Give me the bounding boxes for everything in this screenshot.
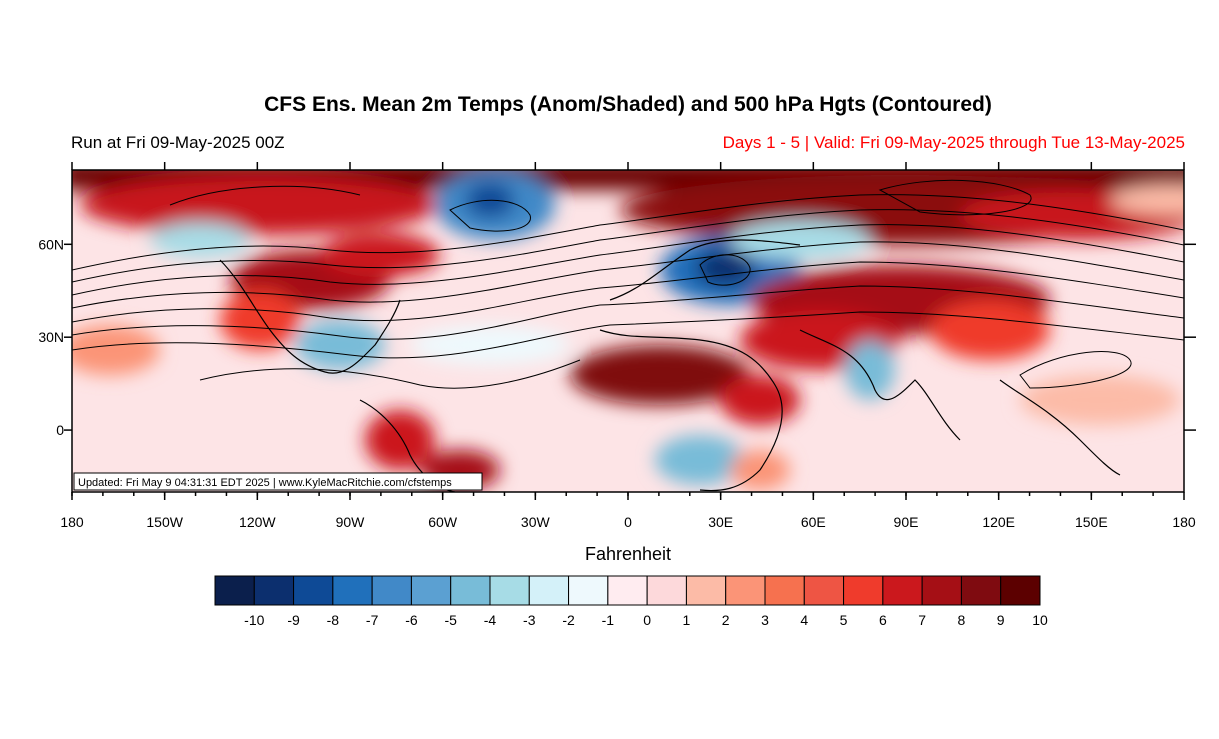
colorbar-swatch bbox=[214, 575, 255, 606]
colorbar-swatch bbox=[528, 575, 570, 606]
axis-tick-labels: 180 150W 120W 90W 60W 30W 0 30E 60E 90E 120E 150E 18… bbox=[38, 236, 1196, 530]
colorbar-label: 8 bbox=[957, 612, 966, 628]
x-tick-label: 120W bbox=[239, 514, 276, 530]
colorbar-swatch bbox=[489, 575, 530, 606]
colorbar-swatch bbox=[410, 575, 452, 606]
colorbar-swatch bbox=[921, 575, 962, 606]
updated-label: Updated: Fri May 9 04:31:31 EDT 2025 | w… bbox=[78, 477, 452, 489]
colorbar-swatch bbox=[568, 575, 609, 606]
colorbar-label: -9 bbox=[287, 612, 300, 628]
colorbar-label: -10 bbox=[244, 612, 265, 628]
colorbar-swatch bbox=[293, 575, 334, 606]
x-tick-label: 90W bbox=[336, 514, 366, 530]
colorbar-label: -3 bbox=[523, 612, 536, 628]
colorbar-label: 2 bbox=[721, 612, 730, 628]
colorbar-swatch bbox=[960, 575, 1002, 606]
colorbar-label: -5 bbox=[444, 612, 457, 628]
colorbar-swatch bbox=[332, 575, 373, 606]
colorbar-label: 7 bbox=[918, 612, 927, 628]
colorbar-label: 9 bbox=[996, 612, 1005, 628]
colorbar-swatch bbox=[725, 575, 766, 606]
colorbar-swatch bbox=[685, 575, 727, 606]
colorbar-swatch bbox=[1000, 575, 1041, 606]
colorbar-swatch bbox=[607, 575, 648, 606]
colorbar-swatch bbox=[371, 575, 412, 606]
colorbar-label: 5 bbox=[839, 612, 848, 628]
x-tick-label: 150W bbox=[146, 514, 183, 530]
run-label: Run at Fri 09-May-2025 00Z bbox=[71, 133, 285, 152]
colorbar-swatch bbox=[646, 575, 687, 606]
colorbar-label: 3 bbox=[761, 612, 769, 628]
colorbar-label: -6 bbox=[405, 612, 418, 628]
chart-title: CFS Ens. Mean 2m Temps (Anom/Shaded) and… bbox=[264, 93, 992, 116]
colorbar-label: 6 bbox=[878, 612, 887, 628]
x-tick-label: 120E bbox=[982, 514, 1015, 530]
valid-label: Days 1 - 5 | Valid: Fri 09-May-2025 thro… bbox=[722, 133, 1185, 152]
coastlines bbox=[219, 239, 1121, 492]
colorbar-label: -1 bbox=[601, 612, 615, 628]
colorbar-swatch bbox=[843, 575, 884, 606]
colorbar-label: 0 bbox=[643, 612, 652, 628]
x-tick-label: 150E bbox=[1075, 514, 1108, 530]
colorbar-label: 10 bbox=[1032, 612, 1048, 628]
colorbar bbox=[214, 575, 1041, 606]
x-tick-label: 180 bbox=[1172, 514, 1196, 530]
x-tick-label: 90E bbox=[894, 514, 919, 530]
x-tick-label: 30E bbox=[708, 514, 733, 530]
height-contours bbox=[72, 179, 1184, 389]
colorbar-swatch bbox=[253, 575, 295, 606]
colorbar-title: Fahrenheit bbox=[584, 544, 672, 564]
x-tick-label: 0 bbox=[624, 514, 632, 530]
y-tick-label: 30N bbox=[38, 329, 64, 345]
colorbar-swatch bbox=[882, 575, 923, 606]
colorbar-swatch bbox=[450, 575, 491, 606]
colorbar-label: 4 bbox=[800, 612, 809, 628]
colorbar-label: -8 bbox=[326, 612, 340, 628]
updated-box bbox=[73, 472, 483, 491]
axis-ticks bbox=[64, 162, 1196, 500]
x-tick-label: 60E bbox=[801, 514, 826, 530]
y-tick-label: 60N bbox=[38, 236, 64, 252]
colorbar-swatch bbox=[803, 575, 845, 606]
colorbar-swatch bbox=[764, 575, 805, 606]
y-tick-label: 0 bbox=[56, 422, 64, 438]
colorbar-label: -2 bbox=[562, 612, 575, 628]
x-tick-label: 60W bbox=[428, 514, 458, 530]
colorbar-label: -7 bbox=[365, 612, 379, 628]
colorbar-label: 1 bbox=[682, 612, 691, 628]
x-tick-label: 30W bbox=[521, 514, 551, 530]
colorbar-label: -4 bbox=[483, 612, 497, 628]
x-tick-label: 180 bbox=[60, 514, 84, 530]
